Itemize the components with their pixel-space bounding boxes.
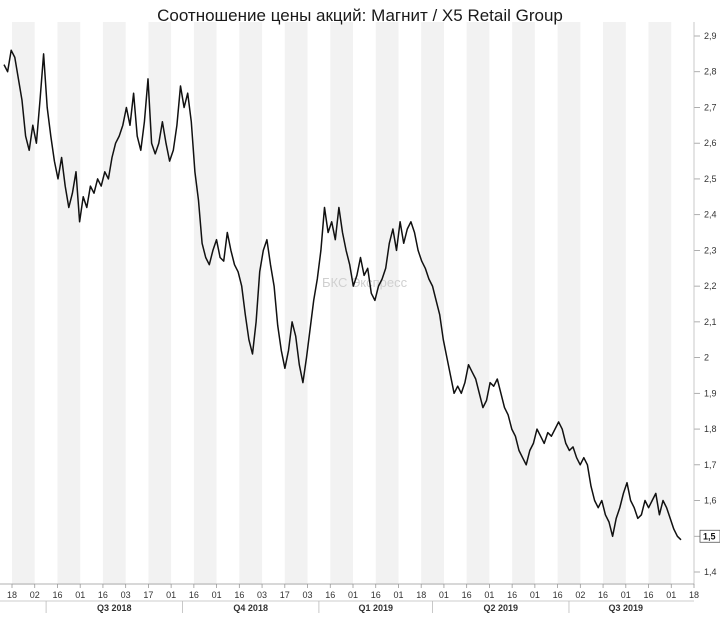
grid-band <box>512 22 535 585</box>
y-tick-label: 2,5 <box>704 174 717 184</box>
x-tick-label: 01 <box>484 590 494 600</box>
x-tick-label: 18 <box>689 590 699 600</box>
grid-band <box>239 22 263 585</box>
x-tick-label: 03 <box>121 590 131 600</box>
grid-band <box>12 22 35 585</box>
last-value-label: 1,5 <box>703 531 716 541</box>
x-tick-label: 16 <box>507 590 517 600</box>
x-tick-label: 01 <box>212 590 222 600</box>
x-tick-label: 01 <box>530 590 540 600</box>
x-tick-label: 03 <box>257 590 267 600</box>
x-tick-label: 16 <box>325 590 335 600</box>
y-tick-label: 1,9 <box>704 388 717 398</box>
x-tick-label: 16 <box>371 590 381 600</box>
x-tick-label: 16 <box>234 590 244 600</box>
grid-band <box>466 22 490 585</box>
x-tick-label: 01 <box>621 590 631 600</box>
grid-band <box>421 22 444 585</box>
grid-band <box>148 22 172 585</box>
x-tick-label: 16 <box>462 590 472 600</box>
grid-band <box>603 22 626 585</box>
quarter-label: Q1 2019 <box>358 603 393 613</box>
grid-band <box>193 22 217 585</box>
x-tick-label: 01 <box>75 590 85 600</box>
x-tick-label: 16 <box>98 590 108 600</box>
y-tick-label: 2,8 <box>704 67 717 77</box>
y-tick-label: 2,2 <box>704 281 717 291</box>
grid-band <box>102 22 126 585</box>
x-tick-label: 18 <box>416 590 426 600</box>
x-tick-label: 01 <box>348 590 358 600</box>
last-value-box <box>699 529 720 543</box>
grid-band <box>648 22 672 585</box>
grid-band <box>330 22 353 585</box>
grid-band <box>375 22 399 585</box>
quarter-label: Q4 2018 <box>233 603 268 613</box>
y-tick-label: 2,1 <box>704 317 717 327</box>
x-tick-label: 01 <box>393 590 403 600</box>
x-tick-label: 16 <box>189 590 199 600</box>
series-line <box>3 49 682 541</box>
grid-band <box>284 22 308 585</box>
x-tick-label: 01 <box>666 590 676 600</box>
x-tick-label: 16 <box>52 590 62 600</box>
y-tick-label: 2,9 <box>704 31 717 41</box>
y-tick-label: 2 <box>704 353 709 363</box>
quarter-label: Q3 2018 <box>97 603 132 613</box>
grid-band <box>557 22 581 585</box>
y-tick-label: 2,6 <box>704 138 717 148</box>
x-tick-label: 03 <box>303 590 313 600</box>
quarter-label: Q2 2019 <box>484 603 519 613</box>
x-tick-label: 16 <box>644 590 654 600</box>
y-tick-label: 2,7 <box>704 102 717 112</box>
x-tick-label: 18 <box>7 590 17 600</box>
chart-title: Соотношение цены акций: Магнит / X5 Reta… <box>157 6 563 25</box>
x-tick-label: 02 <box>575 590 585 600</box>
grid-band <box>57 22 81 585</box>
x-tick-label: 01 <box>439 590 449 600</box>
watermark: БКС Экспресс <box>322 275 408 290</box>
y-tick-label: 1,6 <box>704 496 717 506</box>
x-tick-label: 01 <box>166 590 176 600</box>
x-tick-label: 17 <box>280 590 290 600</box>
x-tick-label: 16 <box>598 590 608 600</box>
y-tick-label: 1,4 <box>704 567 717 577</box>
y-tick-label: 1,7 <box>704 460 717 470</box>
quarter-label: Q3 2019 <box>609 603 644 613</box>
y-tick-label: 1,8 <box>704 424 717 434</box>
x-tick-label: 17 <box>143 590 153 600</box>
x-tick-label: 16 <box>553 590 563 600</box>
y-tick-label: 2,3 <box>704 245 717 255</box>
y-tick-label: 2,4 <box>704 210 717 220</box>
x-tick-label: 02 <box>30 590 40 600</box>
